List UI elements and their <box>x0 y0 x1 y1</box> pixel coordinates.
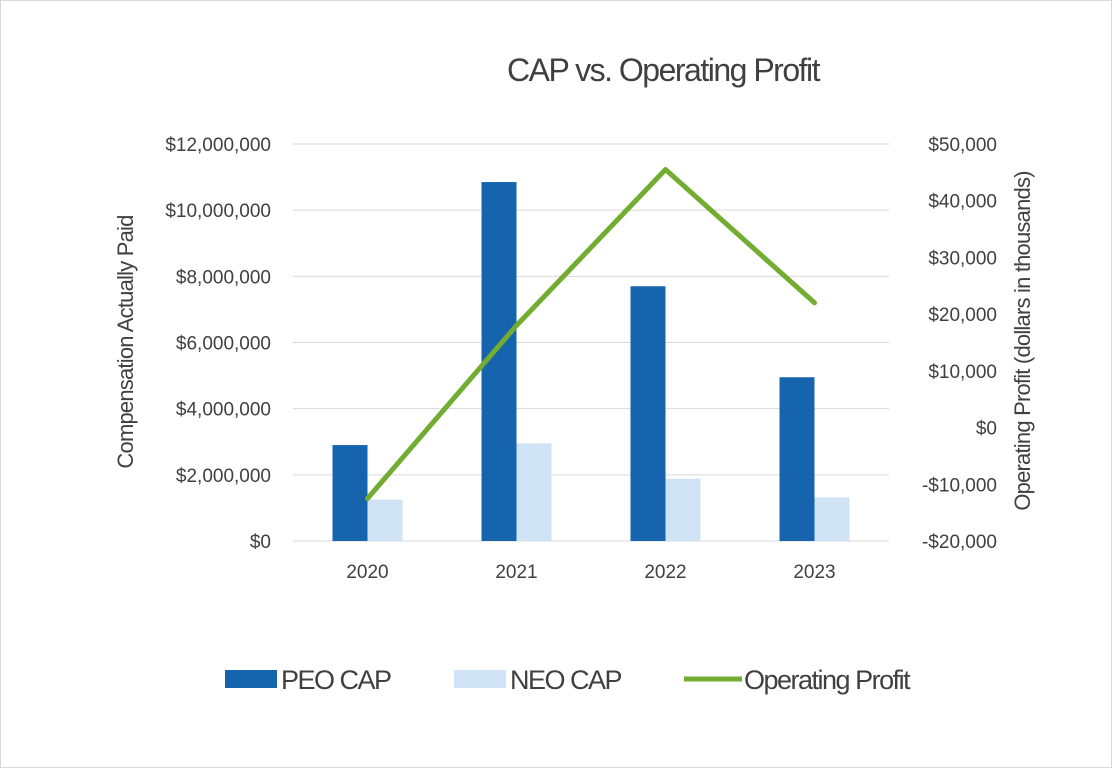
line-layer <box>365 167 817 501</box>
x-axis-ticks: 2020 2021 2022 2023 <box>346 562 835 583</box>
y-axis-ticks: $0 $2,000,000 $4,000,000 $6,000,000 $8,000,0… <box>165 135 271 553</box>
y2-tick-label: $10,000 <box>928 362 997 383</box>
y2-axis-title: Operating Profit (dollars in thousands) <box>1010 171 1035 510</box>
chart-title: CAP vs. Operating Profit <box>507 52 821 88</box>
y2-tick-label: $0 <box>976 419 997 440</box>
x-tick-label: 2022 <box>644 562 686 583</box>
bar-peo-cap-2020 <box>332 445 368 541</box>
y2-tick-label: $50,000 <box>928 135 997 156</box>
x-tick-label: 2021 <box>495 562 537 583</box>
y-tick-label: $0 <box>250 532 271 553</box>
legend-swatch-neo-cap <box>454 670 506 688</box>
y-tick-label: $2,000,000 <box>176 466 271 487</box>
legend: PEO CAP NEO CAP Operating Profit <box>225 665 913 695</box>
gridlines <box>293 143 889 542</box>
y2-tick-label: $20,000 <box>928 305 997 326</box>
y-tick-label: $8,000,000 <box>176 267 271 288</box>
bar-neo-cap-2022 <box>665 478 701 541</box>
bar-peo-cap-2022 <box>630 286 666 541</box>
legend-swatch-peo-cap <box>225 670 277 688</box>
bar-neo-cap-2023 <box>814 497 850 541</box>
y-tick-label: $4,000,000 <box>176 400 271 421</box>
line-operating-profit <box>365 167 817 501</box>
bars <box>332 182 850 541</box>
legend-label-peo-cap: PEO CAP <box>281 665 391 695</box>
y-tick-label: $6,000,000 <box>176 334 271 355</box>
y-tick-label: $12,000,000 <box>165 135 271 156</box>
x-tick-label: 2023 <box>793 562 835 583</box>
y2-tick-label: -$10,000 <box>922 475 997 496</box>
bar-peo-cap-2023 <box>779 377 815 541</box>
y-tick-label: $10,000,000 <box>165 201 271 222</box>
y2-axis-ticks: -$20,000 -$10,000 $0 $10,000 $20,000 $30,000 $… <box>922 135 997 553</box>
legend-label-neo-cap: NEO CAP <box>510 665 622 695</box>
bar-neo-cap-2021 <box>516 443 552 541</box>
y2-tick-label: $30,000 <box>928 248 997 269</box>
y-axis-title: Compensation Actually Paid <box>113 215 138 468</box>
legend-label-operating-profit: Operating Profit <box>744 665 911 695</box>
y2-tick-label: -$20,000 <box>922 532 997 553</box>
bar-neo-cap-2020 <box>367 499 403 541</box>
x-tick-label: 2020 <box>346 562 388 583</box>
y2-tick-label: $40,000 <box>928 192 997 213</box>
